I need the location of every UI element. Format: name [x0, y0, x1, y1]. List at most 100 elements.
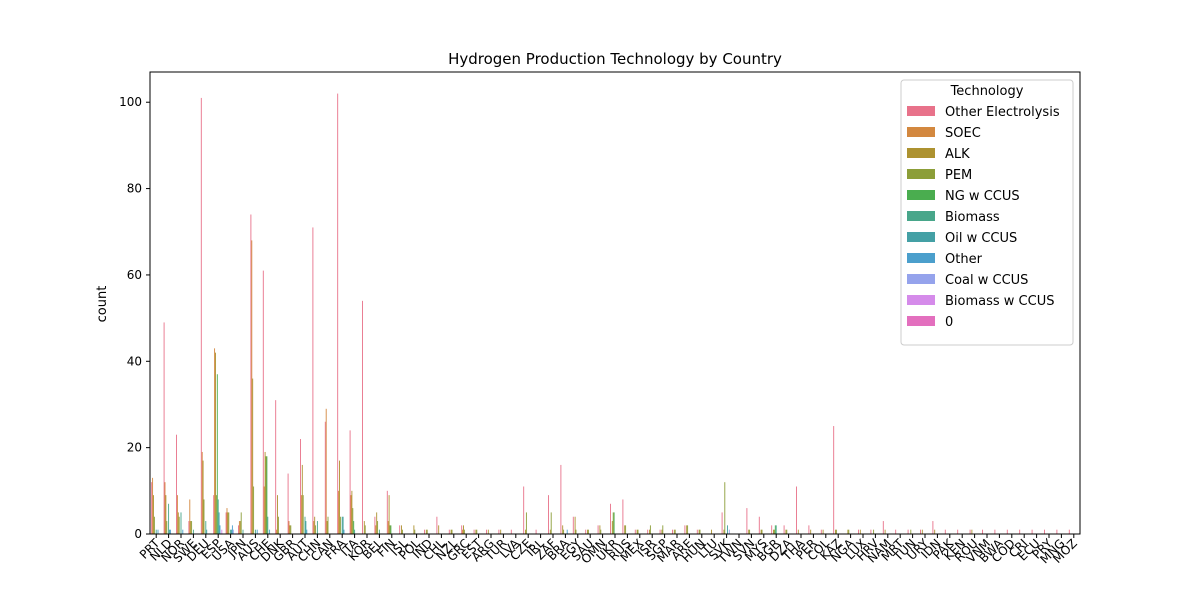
bar: NOR · Other Electrolysis: 23 — [176, 434, 177, 534]
bar: FIN · NG w CCUS: 2 — [390, 525, 392, 534]
bar: UKR · PEM: 5 — [612, 512, 614, 534]
bar: TUN · Other Electrolysis: 1 — [907, 529, 909, 534]
bar: NAM · Other Electrolysis: 3 — [882, 521, 884, 534]
bar: DNK · ALK: 9 — [277, 495, 278, 534]
y-axis-label: count — [95, 286, 110, 323]
bar: DNK · SOEC: 1 — [276, 529, 278, 534]
bar: UKR · NG w CCUS: 5 — [613, 512, 615, 534]
bar: CAN · ALK: 3 — [326, 521, 328, 534]
bar: MYS · PEM: 1 — [761, 529, 763, 534]
bar: SWE · Biomass: 1 — [192, 529, 194, 534]
bar: ZAF · PEM: 5 — [550, 512, 552, 534]
bar: ROU · ALK: 1 — [971, 529, 973, 534]
bar: SGP · Other Electrolysis: 1 — [659, 529, 661, 534]
bar: BGR · ALK: 1 — [773, 529, 774, 534]
bars: PRT · Other Electrolysis: 12 NLD · Other … — [151, 93, 1070, 535]
legend-entry-label: PEM — [945, 168, 972, 183]
bar: ISL · Other Electrolysis: 2 — [399, 525, 401, 534]
bar: AUT · Other Electrolysis: 22 — [300, 439, 301, 534]
bar: COL · Other Electrolysis: 1 — [820, 529, 822, 534]
bar: CRI · Other Electrolysis: 1 — [1019, 529, 1021, 534]
bar: MEX · PEM: 1 — [637, 529, 639, 534]
bar: CAN · PEM: 4 — [327, 516, 329, 534]
bar: FRA · Other: 1 — [343, 529, 345, 534]
bar: ISL · PEM: 1 — [401, 529, 403, 534]
bar: EST · ALK: 1 — [475, 529, 477, 534]
bar: SAU · Other Electrolysis: 1 — [585, 529, 587, 534]
bar: NGA · PEM: 1 — [848, 529, 850, 534]
bar: ARG · Other Electrolysis: 1 — [486, 529, 487, 534]
bar: ESP · PEM: 9 — [215, 495, 217, 534]
bar: BRA · PEM: 1 — [563, 529, 565, 534]
bar: KEN · Other Electrolysis: 1 — [957, 529, 959, 534]
bar: NGA · ALK: 1 — [847, 529, 849, 534]
bar: NLD · Other Electrolysis: 49 — [163, 322, 165, 534]
bar: MYS · Other Electrolysis: 4 — [758, 516, 760, 534]
bar: IDN · Other Electrolysis: 3 — [932, 521, 934, 534]
bar: FRA · ALK: 17 — [339, 460, 340, 534]
bar: KAZ · Other Electrolysis: 25 — [833, 426, 835, 534]
bar: ESP · Other Electrolysis: 9 — [213, 495, 215, 534]
bar: RUS · Other Electrolysis: 8 — [622, 499, 624, 534]
y-tick-label: 40 — [127, 354, 142, 368]
y-tick-label: 20 — [127, 441, 142, 455]
bar: ARG · ALK: 1 — [487, 529, 489, 534]
bar: AUT · PEM: 9 — [302, 495, 304, 534]
bar: COL · ALK: 1 — [822, 529, 824, 534]
bar: TUR · ALK: 1 — [500, 529, 502, 534]
bar: AUT · SOEC: 9 — [300, 495, 302, 534]
bar: SVK · PEM: 12 — [724, 482, 726, 534]
bar: FIN · PEM: 2 — [389, 525, 391, 534]
bar: CAN · SOEC: 29 — [325, 408, 327, 534]
bar: GRC · SOEC: 1 — [462, 529, 464, 534]
bar: PRT · SOEC: 13 — [152, 477, 154, 534]
bar: ITA · SOEC: 9 — [350, 495, 352, 534]
bar: NZL · Other Electrolysis: 1 — [448, 529, 450, 534]
bar: ISR · PEM: 2 — [649, 525, 651, 534]
bar: GRC · PEM: 1 — [463, 529, 465, 534]
bar: AUS · Other Electrolysis: 74 — [250, 214, 252, 535]
bar: AUT · Biomass: 4 — [304, 516, 306, 534]
bar: GRC · Other Electrolysis: 2 — [461, 525, 463, 534]
bar: MOZ · Other Electrolysis: 1 — [1068, 529, 1070, 534]
bar: AUS · Other: 1 — [256, 529, 258, 534]
bar: CAN · Other Electrolysis: 26 — [324, 421, 326, 534]
bar: AUT · Other: 1 — [306, 529, 308, 534]
bar: PRT · Other Electrolysis: 12 — [151, 482, 153, 534]
bar: URY · ALK: 1 — [921, 529, 923, 534]
bar: POL · PEM: 1 — [414, 529, 416, 534]
bar: SGP · PEM: 2 — [662, 525, 664, 534]
bar: NLD · PEM: 3 — [166, 521, 168, 534]
bar: ITA · Other Electrolysis: 24 — [349, 430, 351, 534]
bar: EST · PEM: 1 — [476, 529, 478, 534]
bar: BEL · Biomass: 1 — [378, 529, 380, 534]
legend-entry-label: NG w CCUS — [945, 189, 1020, 204]
bar: CHN · PEM: 2 — [315, 525, 317, 534]
legend-swatch — [907, 127, 935, 137]
bar: CHE · ALK: 19 — [264, 451, 266, 534]
bar: MAR · Other Electrolysis: 1 — [672, 529, 673, 534]
y-tick-label: 80 — [127, 182, 142, 196]
legend-entry-label: SOEC — [945, 126, 981, 141]
bar: BEL · SOEC: 2 — [375, 525, 377, 534]
bar: ESP · Biomass: 8 — [217, 499, 219, 534]
legend-frame — [900, 79, 1074, 346]
bar: ITA · NG w CCUS: 3 — [353, 521, 355, 534]
bar: MYS · ALK: 1 — [760, 529, 762, 534]
bar: RUS · ALK: 2 — [624, 525, 626, 534]
bar: ISR · Other Electrolysis: 1 — [647, 529, 649, 534]
y-tick-label: 60 — [127, 268, 142, 282]
bar: ITA · ALK: 10 — [351, 490, 353, 534]
bar: JPN · ALK: 3 — [239, 521, 241, 534]
legend-swatch — [907, 148, 935, 158]
bar: SVK · Coal w CCUS: 1 — [728, 529, 730, 534]
bar: ZAF · ALK: 1 — [549, 529, 551, 534]
bar: NLD · Other: 1 — [169, 529, 171, 534]
bar: CHN · Other Electrolysis: 71 — [312, 227, 314, 534]
bar: EGY · PEM: 1 — [575, 529, 577, 534]
bar: ECU · Other Electrolysis: 1 — [1031, 529, 1033, 534]
legend-swatch — [907, 232, 935, 242]
bar: CHL · Other Electrolysis: 4 — [436, 516, 438, 534]
bar: KOR · PEM: 2 — [364, 525, 366, 534]
